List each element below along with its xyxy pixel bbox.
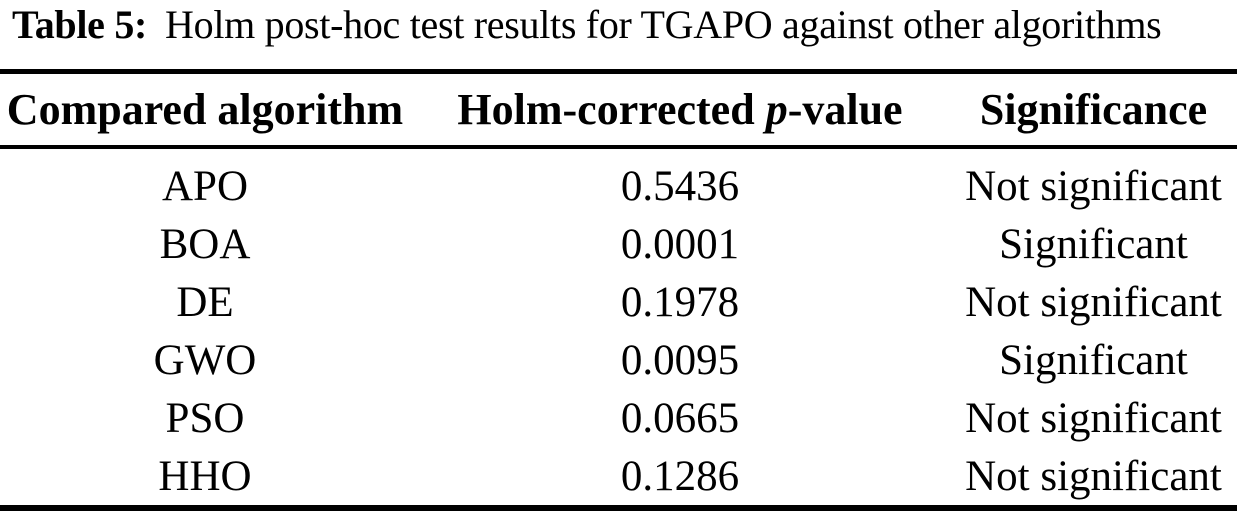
cell-p-value: 0.0001 bbox=[620, 220, 740, 268]
cell-algorithm: PSO bbox=[165, 394, 245, 442]
table-caption-text: Holm post-hoc test results for TGAPO aga… bbox=[165, 2, 1162, 47]
cell-algorithm: DE bbox=[176, 278, 234, 326]
header-p-value-italic-p: p bbox=[765, 85, 788, 134]
cell-significance: Significant bbox=[999, 336, 1188, 384]
cell-p-value: 0.1286 bbox=[620, 452, 740, 500]
table-row: APO 0.5436 Not significant bbox=[0, 157, 1237, 215]
table-top-rule bbox=[0, 69, 1237, 74]
table-caption-label: Table 5: bbox=[12, 2, 148, 47]
cell-significance: Not significant bbox=[965, 394, 1222, 442]
cell-algorithm: GWO bbox=[153, 336, 257, 384]
table-row: HHO 0.1286 Not significant bbox=[0, 447, 1237, 505]
table-header-row: Compared algorithm Holm-corrected p-valu… bbox=[0, 74, 1237, 145]
cell-algorithm: APO bbox=[161, 162, 249, 210]
table-row: DE 0.1978 Not significant bbox=[0, 273, 1237, 331]
cell-algorithm: BOA bbox=[159, 220, 251, 268]
table-caption: Table 5: Holm post-hoc test results for T… bbox=[12, 2, 1237, 48]
table-mid-rule bbox=[0, 145, 1237, 149]
table-bottom-rule bbox=[0, 505, 1237, 511]
cell-significance: Not significant bbox=[965, 278, 1222, 326]
cell-p-value: 0.1978 bbox=[620, 278, 740, 326]
table-row: BOA 0.0001 Significant bbox=[0, 215, 1237, 273]
cell-p-value: 0.0095 bbox=[620, 336, 740, 384]
header-p-value-pre: Holm-corrected bbox=[457, 85, 766, 134]
header-significance: Significance bbox=[979, 85, 1208, 134]
table-body: APO 0.5436 Not significant BOA 0.0001 Si… bbox=[0, 157, 1237, 505]
header-p-value-post: -value bbox=[787, 85, 903, 134]
header-compared-algorithm: Compared algorithm bbox=[6, 85, 404, 134]
cell-significance: Not significant bbox=[965, 162, 1222, 210]
table-row: PSO 0.0665 Not significant bbox=[0, 389, 1237, 447]
table-row: GWO 0.0095 Significant bbox=[0, 331, 1237, 389]
header-holm-corrected-p-value: Holm-corrected p-value bbox=[410, 84, 950, 135]
cell-significance: Not significant bbox=[965, 452, 1222, 500]
cell-p-value: 0.0665 bbox=[620, 394, 740, 442]
cell-significance: Significant bbox=[999, 220, 1188, 268]
cell-p-value: 0.5436 bbox=[620, 162, 740, 210]
cell-algorithm: HHO bbox=[158, 452, 252, 500]
